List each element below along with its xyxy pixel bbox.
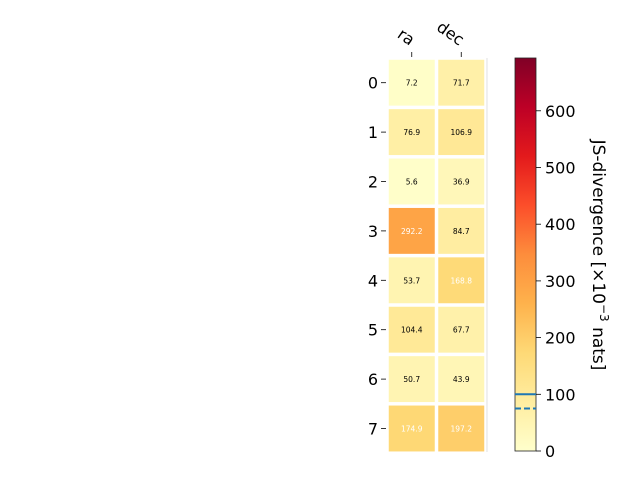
cell-value-label: 36.9 xyxy=(453,178,470,187)
cell-value-label: 174.9 xyxy=(401,425,423,434)
row-label: 6 xyxy=(368,370,378,389)
colorbar-tick-label: 300 xyxy=(545,272,576,291)
colorbar-label-exponent: −3 xyxy=(597,304,611,322)
row-label: 4 xyxy=(368,271,378,290)
heatmap-grid: 0 7.2 71.7 1 76.9 106.9 2 5.6 36.9 3 292.2 84.7 4 53.… xyxy=(368,17,488,453)
heatmap-cell xyxy=(436,206,486,256)
row-label: 7 xyxy=(368,420,378,439)
heatmap-cell xyxy=(387,305,437,355)
heatmap-cell xyxy=(436,157,486,206)
row-label: 5 xyxy=(368,321,378,340)
cell-value-label: 104.4 xyxy=(401,326,423,335)
colorbar-tick-label: 500 xyxy=(545,158,576,177)
row-label: 3 xyxy=(368,222,378,241)
row-label: 0 xyxy=(368,74,378,93)
colorbar-label-text: JS-divergence [×10 xyxy=(588,139,608,304)
heatmap-cell xyxy=(436,305,486,355)
heatmap-cell xyxy=(387,58,437,108)
row-label: 1 xyxy=(368,123,378,142)
colorbar-label-unit: nats] xyxy=(588,322,608,371)
heatmap-cell xyxy=(436,255,486,305)
heatmap-cell xyxy=(387,206,437,256)
cell-value-label: 76.9 xyxy=(403,128,420,137)
heatmap-cell xyxy=(436,404,486,453)
colorbar-tick-label: 400 xyxy=(545,215,576,234)
heatmap-cell xyxy=(387,157,437,206)
colorbar-tick-label: 200 xyxy=(545,329,576,348)
colorbar-tick-label: 0 xyxy=(545,442,555,461)
colorbar: 0 100 200 300 400 500 600 JS-divergence [×10−3 … xyxy=(514,57,611,461)
cell-value-label: 43.9 xyxy=(453,375,470,384)
heatmap-cell xyxy=(436,107,486,157)
heatmap-cell xyxy=(387,255,437,305)
row-label: 2 xyxy=(368,173,378,192)
cell-value-label: 197.2 xyxy=(451,425,473,434)
heatmap-cell xyxy=(387,354,437,404)
cell-value-label: 50.7 xyxy=(403,375,420,384)
cell-value-label: 53.7 xyxy=(403,276,420,285)
heatmap-cell xyxy=(387,107,437,157)
cell-value-label: 71.7 xyxy=(453,79,470,88)
cell-value-label: 292.2 xyxy=(401,227,423,236)
colorbar-tick-label: 600 xyxy=(545,102,576,121)
column-label: ra xyxy=(394,24,418,49)
cell-value-label: 5.6 xyxy=(406,178,418,187)
colorbar-tick-label: 100 xyxy=(545,385,576,404)
cell-value-label: 168.8 xyxy=(451,276,473,285)
heatmap-cell xyxy=(387,404,437,453)
cell-value-label: 7.2 xyxy=(406,79,418,88)
colorbar-gradient xyxy=(514,57,537,452)
cell-value-label: 84.7 xyxy=(453,227,470,236)
heatmap-cell xyxy=(436,58,486,108)
column-label: dec xyxy=(433,17,467,49)
cell-value-label: 106.9 xyxy=(451,128,473,137)
heatmap-cell xyxy=(436,354,486,404)
colorbar-label: JS-divergence [×10−3 nats] xyxy=(588,139,611,371)
cell-value-label: 67.7 xyxy=(453,326,470,335)
